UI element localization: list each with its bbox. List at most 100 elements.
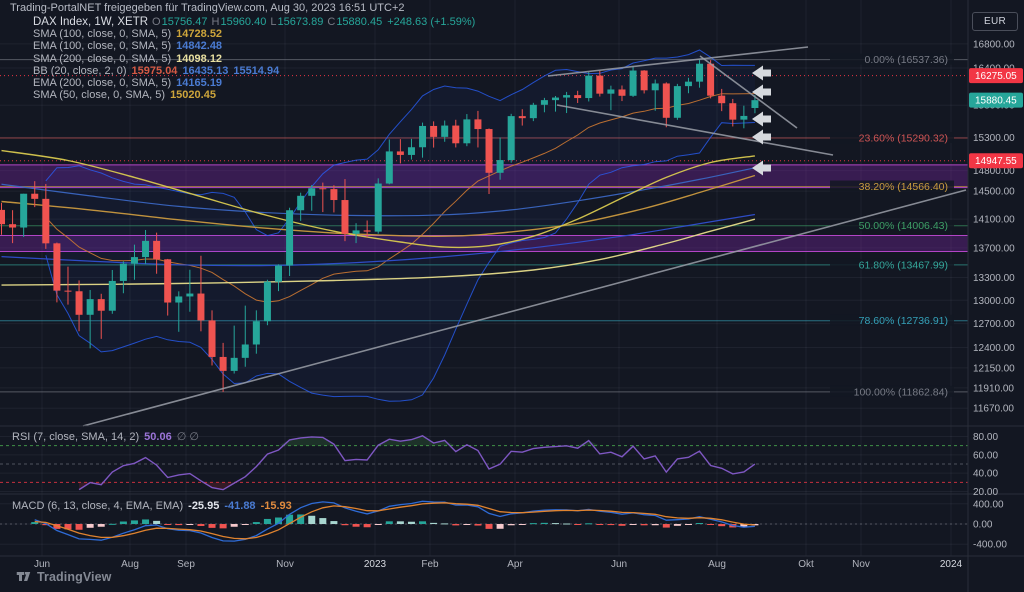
price-flag	[969, 68, 1023, 84]
macd-hist-bar	[684, 524, 692, 525]
macd-hist-bar	[396, 521, 404, 524]
candle	[485, 129, 493, 173]
svg-text:60.00: 60.00	[973, 450, 998, 461]
price-flag	[969, 92, 1023, 108]
indicator-legend-row-1[interactable]: EMA (100, close, 0, SMA, 5) 14842.48	[33, 40, 475, 52]
macd-hist-bar	[651, 524, 659, 526]
candle	[552, 97, 559, 101]
left-arrow-marker[interactable]	[752, 111, 771, 127]
trendline[interactable]	[547, 46, 809, 77]
candle	[751, 100, 759, 108]
candle	[563, 95, 571, 98]
candle	[496, 160, 504, 173]
indicator-legend-row-2[interactable]: SMA (200, close, 0, SMA, 5) 14098.12	[33, 53, 475, 65]
candle	[0, 209, 5, 225]
indicator-legend-row-4[interactable]: EMA (200, close, 0, SMA, 5) 14165.19	[33, 77, 475, 89]
macd-hist-bar	[197, 524, 205, 527]
candle	[75, 291, 83, 315]
macd-pane[interactable]	[0, 500, 968, 542]
trendline[interactable]	[699, 55, 798, 129]
fib-label: 50.00% (14006.43)	[859, 220, 948, 232]
left-arrow-marker[interactable]	[752, 84, 771, 100]
fib-label: 100.00% (11862.84)	[854, 386, 948, 398]
macd-hist-bar	[552, 523, 559, 525]
macd-hist-bar	[286, 514, 294, 524]
candle	[363, 230, 371, 232]
macd-hist-bar	[86, 524, 94, 528]
time-tick: 2024	[940, 559, 963, 570]
sma200-line	[1, 218, 756, 286]
svg-text:-400.00: -400.00	[973, 540, 1007, 551]
candle	[252, 321, 260, 345]
candle	[352, 230, 360, 234]
candle	[640, 70, 648, 91]
fib-label: 38.20% (14566.40)	[859, 181, 948, 193]
price-tick: 12700.00	[973, 319, 1015, 330]
macd-hist-bar	[308, 515, 316, 524]
macd-hist-bar	[496, 524, 504, 529]
candle	[651, 83, 659, 91]
indicator-legend-row-5[interactable]: SMA (50, close, 0, SMA, 5) 15020.45	[33, 89, 475, 101]
tradingview-logo[interactable]: TradingView	[16, 569, 112, 584]
alert-lines[interactable]	[0, 75, 968, 162]
ohlc-key: L	[270, 16, 277, 28]
price-arrows[interactable]	[752, 65, 771, 176]
candle	[86, 299, 94, 315]
candle	[286, 210, 294, 266]
left-arrow-marker[interactable]	[752, 129, 771, 145]
svg-text:400.00: 400.00	[973, 499, 1004, 510]
candle	[330, 189, 338, 201]
rsi-pane[interactable]	[0, 435, 968, 491]
macd-hist-bar	[430, 522, 438, 524]
time-axis[interactable]: Jun Aug Sep Nov 2023 Feb Apr Jun Aug Okt Nov 2024	[34, 559, 963, 570]
macd-signal-line	[34, 502, 755, 540]
fib-retracement[interactable]: 0.00% (16537.36) 23.60% (15290.32) 38.20% …	[0, 53, 968, 399]
macd-title: MACD (6, 13, close, 4, EMA, EMA)	[12, 500, 184, 512]
change-value: +248.63 (+1.59%)	[387, 16, 476, 28]
macd-legend[interactable]: MACD (6, 13, close, 4, EMA, EMA) -25.95 -4…	[12, 500, 292, 512]
macd-hist-bar	[563, 523, 571, 525]
svg-text:20.00: 20.00	[973, 487, 998, 498]
time-tick: Aug	[121, 559, 139, 570]
zone[interactable]	[0, 235, 968, 252]
macd-hist-bar	[330, 521, 338, 524]
candle	[108, 280, 116, 311]
indicator-value: 14842.48	[176, 40, 223, 53]
bollinger-bands	[45, 49, 755, 402]
price-tick: 12150.00	[973, 363, 1015, 374]
ohlc-value: 15673.89	[277, 16, 324, 28]
price-axis[interactable]: 16800.0016400.0015800.0015300.0014800.00…	[969, 39, 1023, 551]
macd-hist-bar	[230, 524, 238, 527]
candle	[518, 116, 526, 119]
indicator-title: EMA (200, close, 0, SMA, 5)	[33, 76, 172, 89]
candle	[441, 125, 449, 137]
candle	[153, 240, 161, 260]
price-tick: 13000.00	[973, 296, 1015, 307]
candle	[20, 193, 28, 228]
support-resistance-zones[interactable]	[0, 164, 968, 253]
candle	[164, 259, 172, 303]
candle	[740, 115, 748, 120]
left-arrow-marker[interactable]	[752, 160, 771, 176]
rsi-legend[interactable]: RSI (7, close, SMA, 14, 2) 50.06 ∅ ∅	[12, 430, 199, 443]
indicator-legend-row-0[interactable]: SMA (100, close, 0, SMA, 5) 14728.52	[33, 28, 475, 40]
symbol-legend-row[interactable]: DAX Index, 1W, XETR O15756.47 H15960.40 L15…	[33, 16, 475, 28]
candles	[0, 59, 759, 392]
macd-value: -41.88	[224, 500, 256, 512]
sma50-line	[1, 149, 756, 249]
candle	[718, 95, 726, 104]
trendline[interactable]	[556, 104, 834, 156]
trendlines[interactable]	[82, 46, 967, 427]
trendline[interactable]	[82, 189, 967, 427]
time-tick: Apr	[507, 559, 523, 570]
left-arrow-marker[interactable]	[752, 65, 771, 81]
indicator-value: 14165.19	[176, 76, 223, 89]
indicator-legend-row-3[interactable]: BB (20, close, 2, 0) 15975.04 16435.13 1551…	[33, 65, 475, 77]
currency-unit-button[interactable]: EUR	[972, 12, 1018, 31]
rsi-value: 50.06	[144, 431, 172, 443]
zone[interactable]	[0, 164, 968, 188]
indicator-title: SMA (200, close, 0, SMA, 5)	[33, 52, 172, 65]
indicator-value: 15514.94	[233, 64, 280, 77]
candle	[673, 86, 681, 118]
